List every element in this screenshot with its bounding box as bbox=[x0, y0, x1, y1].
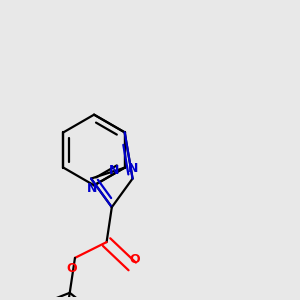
Text: N: N bbox=[109, 164, 119, 177]
Text: N: N bbox=[87, 182, 98, 195]
Text: O: O bbox=[67, 262, 77, 275]
Text: N: N bbox=[128, 162, 138, 175]
Text: O: O bbox=[130, 253, 140, 266]
